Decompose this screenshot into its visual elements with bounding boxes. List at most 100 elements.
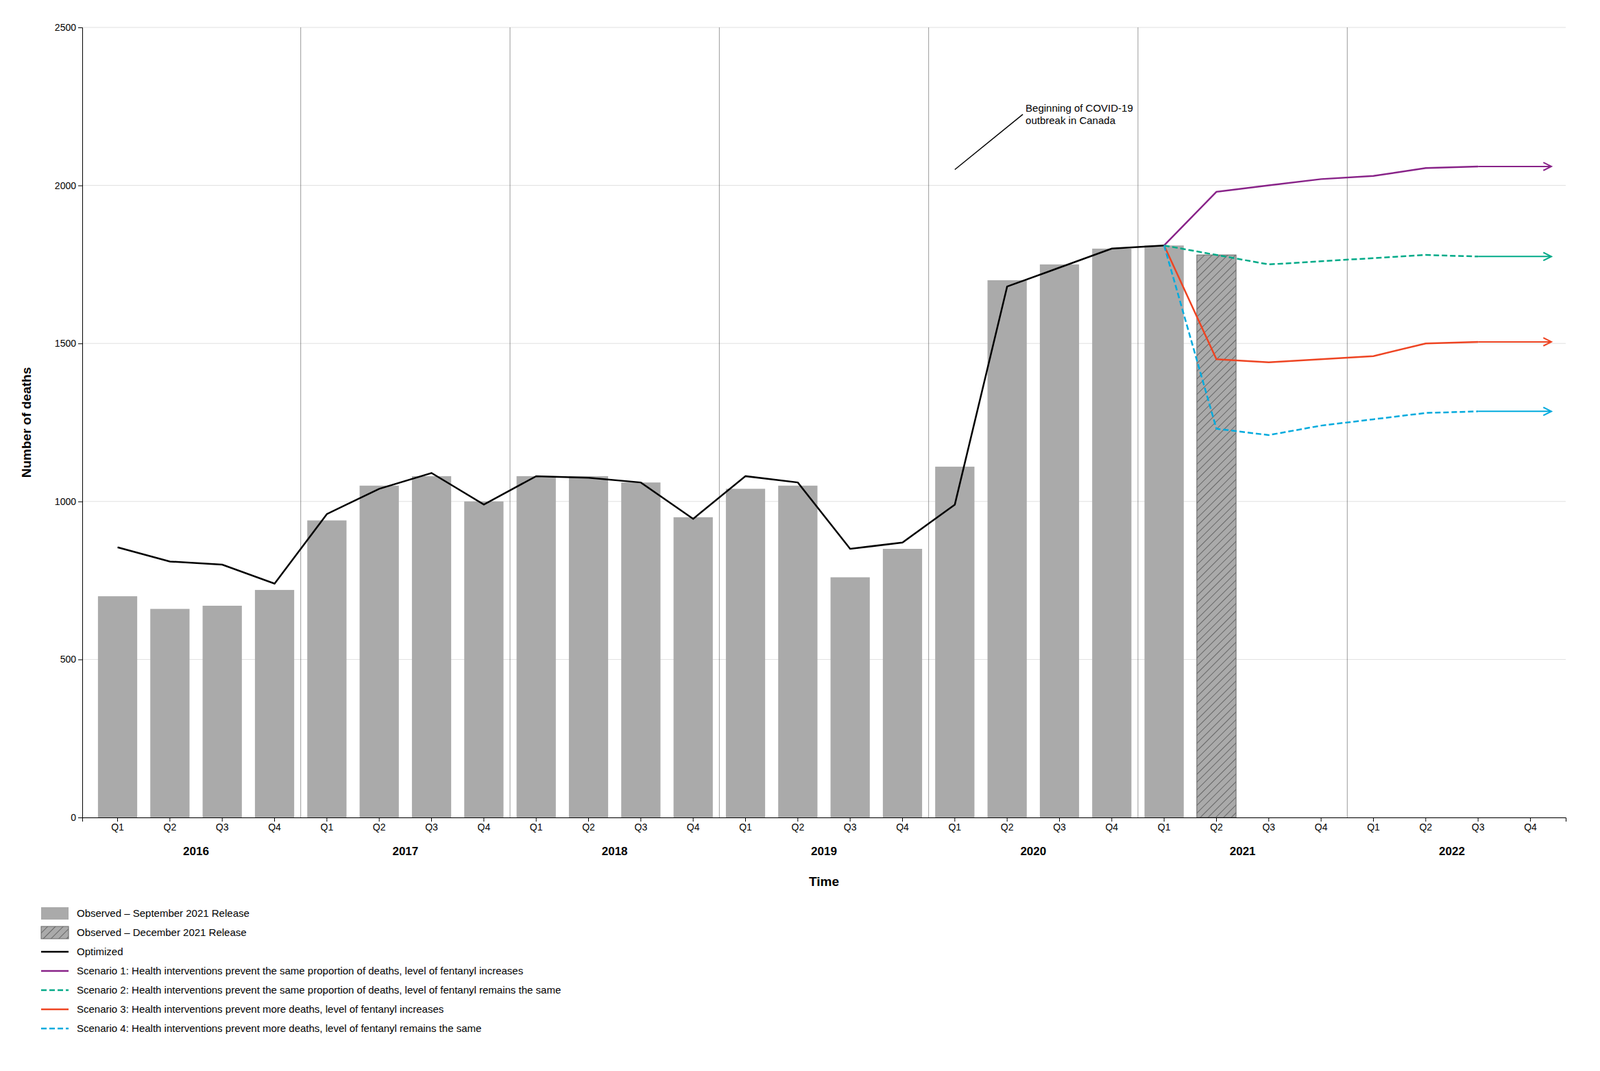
bar <box>725 488 766 818</box>
legend-item: Observed – September 2021 Release <box>41 907 250 920</box>
x-tick-label: Q1 <box>320 821 334 833</box>
x-tick: Q3 <box>1262 817 1276 833</box>
x-tick-label: Q2 <box>372 821 386 833</box>
bar <box>98 596 138 818</box>
y-tick-label: 500 <box>60 653 77 665</box>
y-tick: 1500 <box>54 337 83 349</box>
x-tick: Q2 <box>582 817 596 833</box>
x-tick-label: Q3 <box>425 821 439 833</box>
y-axis-line <box>78 28 83 819</box>
legend-label: Scenario 3: Health interventions prevent… <box>76 1003 444 1016</box>
y-tick-mark <box>78 817 83 819</box>
bar <box>516 476 556 818</box>
year-label: 2020 <box>1020 845 1047 859</box>
year-label: 2016 <box>183 845 210 859</box>
bar <box>359 486 399 818</box>
year-label: 2019 <box>810 845 838 859</box>
x-tick-label: Q2 <box>163 821 177 833</box>
y-tick-mark <box>78 659 83 661</box>
x-tick-label: Q3 <box>634 821 648 833</box>
x-tick: Q4 <box>1314 817 1328 833</box>
x-tick: Q3 <box>425 817 439 833</box>
x-axis-line <box>82 818 1567 823</box>
legend-item: Scenario 2: Health interventions prevent… <box>41 984 561 997</box>
year-label: 2022 <box>1438 845 1465 859</box>
year-divider <box>928 27 929 818</box>
year-divider <box>300 27 301 818</box>
legend-swatch <box>41 1009 69 1012</box>
grid-line <box>82 27 1566 29</box>
bar <box>568 476 609 818</box>
year-label: 2017 <box>392 845 419 859</box>
legend-label: Observed – December 2021 Release <box>76 926 247 939</box>
x-tick-label: Q2 <box>1209 821 1223 833</box>
y-tick-label: 0 <box>70 812 77 824</box>
year-label: 2018 <box>601 845 628 859</box>
plot: Q1Q2Q3Q4Q1Q2Q3Q4Q1Q2Q3Q4Q1Q2Q3Q4Q1Q2Q3Q4… <box>19 21 1567 890</box>
bar <box>411 476 452 818</box>
legend-item: Optimized <box>41 946 124 958</box>
grid-line <box>82 659 1566 661</box>
x-tick-label: Q3 <box>1262 821 1276 833</box>
annotation-line <box>954 114 1023 171</box>
y-tick-mark <box>78 501 83 503</box>
x-tick-label: Q1 <box>1366 821 1380 833</box>
x-tick: Q4 <box>686 817 700 833</box>
y-tick: 1000 <box>54 496 83 508</box>
legend-swatch <box>41 926 69 940</box>
x-tick: Q2 <box>372 817 386 833</box>
bar-series <box>98 245 1184 818</box>
y-tick-mark <box>78 343 83 345</box>
grid <box>82 27 1566 818</box>
bar <box>202 605 242 818</box>
bar <box>255 590 295 818</box>
x-tick-label: Q4 <box>1523 821 1537 833</box>
legend-swatch <box>41 907 69 920</box>
x-tick: Q2 <box>1209 817 1223 833</box>
x-tick: Q1 <box>1157 817 1171 833</box>
line <box>1164 245 1478 265</box>
grid-line <box>82 185 1566 186</box>
x-tick-label: Q3 <box>843 821 857 833</box>
x-axis: Q1Q2Q3Q4Q1Q2Q3Q4Q1Q2Q3Q4Q1Q2Q3Q4Q1Q2Q3Q4… <box>82 817 1567 833</box>
bar <box>778 486 818 818</box>
bar <box>1196 255 1236 818</box>
y-tick-mark <box>78 27 83 29</box>
legend: Observed – September 2021 Release Observe… <box>41 907 561 1035</box>
bar <box>464 501 504 818</box>
legend-item: Observed – December 2021 Release <box>41 926 247 940</box>
x-tick: Q1 <box>320 817 334 833</box>
legend-label: Observed – September 2021 Release <box>76 907 250 920</box>
legend-swatch <box>41 1028 69 1031</box>
x-tick: Q2 <box>1419 817 1433 833</box>
line <box>1164 166 1478 246</box>
line <box>1164 245 1478 436</box>
arrow-extension <box>1477 410 1552 412</box>
x-tick: Q1 <box>111 817 125 833</box>
marks <box>98 166 1552 818</box>
y-tick-label: 1500 <box>54 337 77 349</box>
x-tick-label: Q3 <box>215 821 229 833</box>
x-tick-label: Q1 <box>738 821 753 833</box>
legend-item: Scenario 3: Health interventions prevent… <box>41 1003 444 1016</box>
legend-swatch <box>41 970 69 973</box>
legend-item: Scenario 1: Health interventions prevent… <box>41 965 524 977</box>
legend-label: Scenario 2: Health interventions prevent… <box>76 984 561 997</box>
bar <box>621 482 661 818</box>
x-tick: Q4 <box>268 817 282 833</box>
x-tick: Q4 <box>1523 817 1537 833</box>
x-tick-label: Q4 <box>686 821 700 833</box>
arrow-extension <box>1477 255 1552 258</box>
year-divider <box>1137 27 1138 818</box>
x-tick: Q3 <box>1052 817 1066 833</box>
x-tick: Q3 <box>1471 817 1485 833</box>
x-tick: Q1 <box>948 817 962 833</box>
x-tick-label: Q1 <box>1157 821 1171 833</box>
x-tick: Q2 <box>1000 817 1014 833</box>
x-tick: Q1 <box>529 817 543 833</box>
x-tick-label: Q2 <box>1419 821 1433 833</box>
x-tick: Q2 <box>163 817 177 833</box>
x-tick: Q1 <box>1366 817 1380 833</box>
x-tick: Q1 <box>738 817 753 833</box>
y-tick: 2000 <box>54 180 83 192</box>
